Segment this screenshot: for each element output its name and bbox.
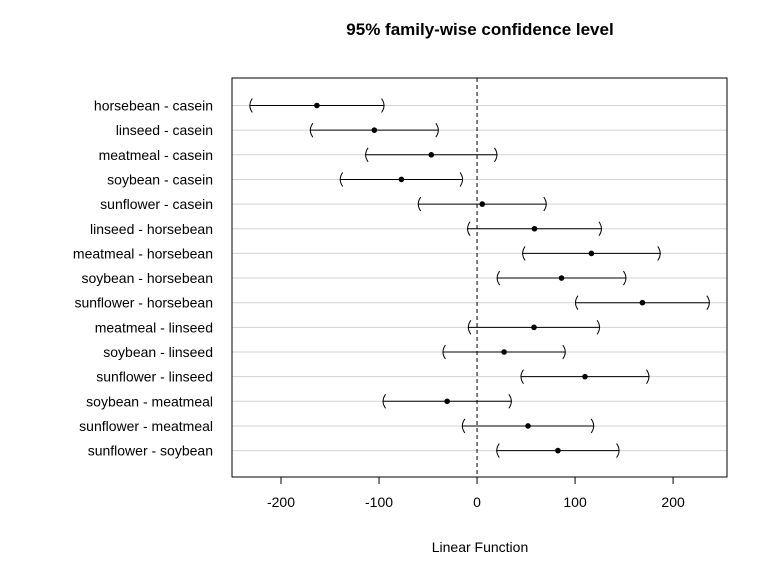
comparison-label: sunflower - casein: [100, 196, 213, 212]
estimate-point: [444, 398, 450, 405]
comparison-label: linseed - horsebean: [90, 221, 213, 237]
estimate-point: [555, 447, 561, 454]
comparison-label: linseed - casein: [116, 122, 213, 138]
upper-bracket: [508, 394, 512, 409]
comparison-label: sunflower - linseed: [96, 369, 213, 385]
estimate-point: [428, 152, 435, 158]
estimate-point: [479, 201, 486, 207]
plot-frame: [231, 77, 728, 478]
upper-bracket: [706, 295, 710, 310]
lower-bracket: [496, 270, 501, 286]
interval-row: [442, 344, 566, 360]
lower-bracket: [339, 172, 344, 187]
comparison-label: meatmeal - casein: [99, 147, 213, 163]
estimate-point: [525, 423, 531, 429]
chart-title: 95% family-wise confidence level: [346, 20, 613, 39]
interval-row: [461, 418, 595, 434]
lower-bracket: [382, 394, 386, 409]
upper-bracket: [623, 270, 627, 286]
upper-bracket: [381, 98, 385, 113]
interval-row: [417, 196, 547, 212]
interval-row: [467, 221, 602, 237]
lower-bracket: [309, 122, 314, 138]
lower-bracket: [522, 246, 526, 261]
x-axis: -200 -100 0 100 200: [267, 476, 685, 510]
estimate-point: [639, 299, 646, 306]
interval-row: [496, 443, 620, 458]
estimate-point: [371, 127, 378, 133]
interval-row: [382, 394, 512, 409]
interval-row: [339, 172, 464, 187]
x-tick-label: 0: [473, 494, 481, 510]
x-tick-label: -200: [267, 494, 295, 510]
upper-bracket: [657, 246, 661, 261]
comparison-label: soybean - meatmeal: [86, 393, 213, 409]
upper-bracket: [590, 418, 595, 434]
comparison-label: soybean - horsebean: [81, 270, 213, 286]
estimate-point: [588, 250, 595, 257]
lower-bracket: [496, 443, 500, 458]
lower-bracket: [467, 320, 472, 335]
lower-bracket: [365, 147, 369, 163]
upper-bracket: [616, 443, 620, 458]
lower-bracket: [520, 369, 524, 384]
comparison-label: soybean - casein: [107, 171, 213, 187]
upper-bracket: [543, 196, 547, 212]
comparison-label: sunflower - meatmeal: [79, 418, 213, 434]
comparison-label: horsebean - casein: [94, 98, 213, 114]
estimate-point: [531, 225, 538, 232]
x-tick-label: 100: [563, 494, 587, 510]
y-tick-labels: horsebean - casein linseed - casein meatme…: [73, 98, 213, 459]
upper-bracket: [435, 122, 439, 138]
upper-bracket: [459, 172, 464, 187]
estimate-point: [314, 102, 320, 109]
upper-bracket: [646, 369, 650, 384]
interval-row: [522, 246, 661, 261]
x-tick-label: -100: [365, 494, 393, 510]
interval-row: [574, 295, 710, 310]
upper-bracket: [598, 221, 602, 237]
lower-bracket: [417, 196, 422, 212]
upper-bracket: [562, 344, 566, 360]
estimate-point: [531, 324, 537, 331]
lower-bracket: [249, 98, 253, 113]
lower-bracket: [442, 344, 446, 360]
estimate-point: [558, 275, 565, 281]
lower-bracket: [467, 221, 471, 237]
interval-row: [365, 147, 498, 163]
interval-row: [496, 270, 627, 286]
comparison-label: meatmeal - linseed: [95, 319, 213, 335]
comparison-label: meatmeal - horsebean: [73, 245, 213, 261]
upper-bracket: [494, 147, 498, 163]
estimate-point: [398, 176, 405, 183]
lower-bracket: [574, 295, 579, 310]
lower-bracket: [461, 418, 466, 434]
comparison-label: sunflower - soybean: [88, 443, 213, 459]
estimate-point: [501, 349, 507, 355]
x-axis-title: Linear Function: [432, 539, 529, 555]
estimate-point: [582, 373, 588, 380]
comparison-label: soybean - linseed: [103, 344, 213, 360]
comparison-label: sunflower - horsebean: [74, 295, 213, 311]
x-tick-label: 200: [661, 494, 685, 510]
interval-row: [520, 369, 650, 384]
interval-layer: [249, 98, 710, 458]
grid-layer: [232, 105, 727, 452]
interval-row: [467, 320, 601, 335]
interval-row: [309, 122, 439, 138]
interval-row: [249, 98, 385, 113]
upper-bracket: [596, 320, 601, 335]
